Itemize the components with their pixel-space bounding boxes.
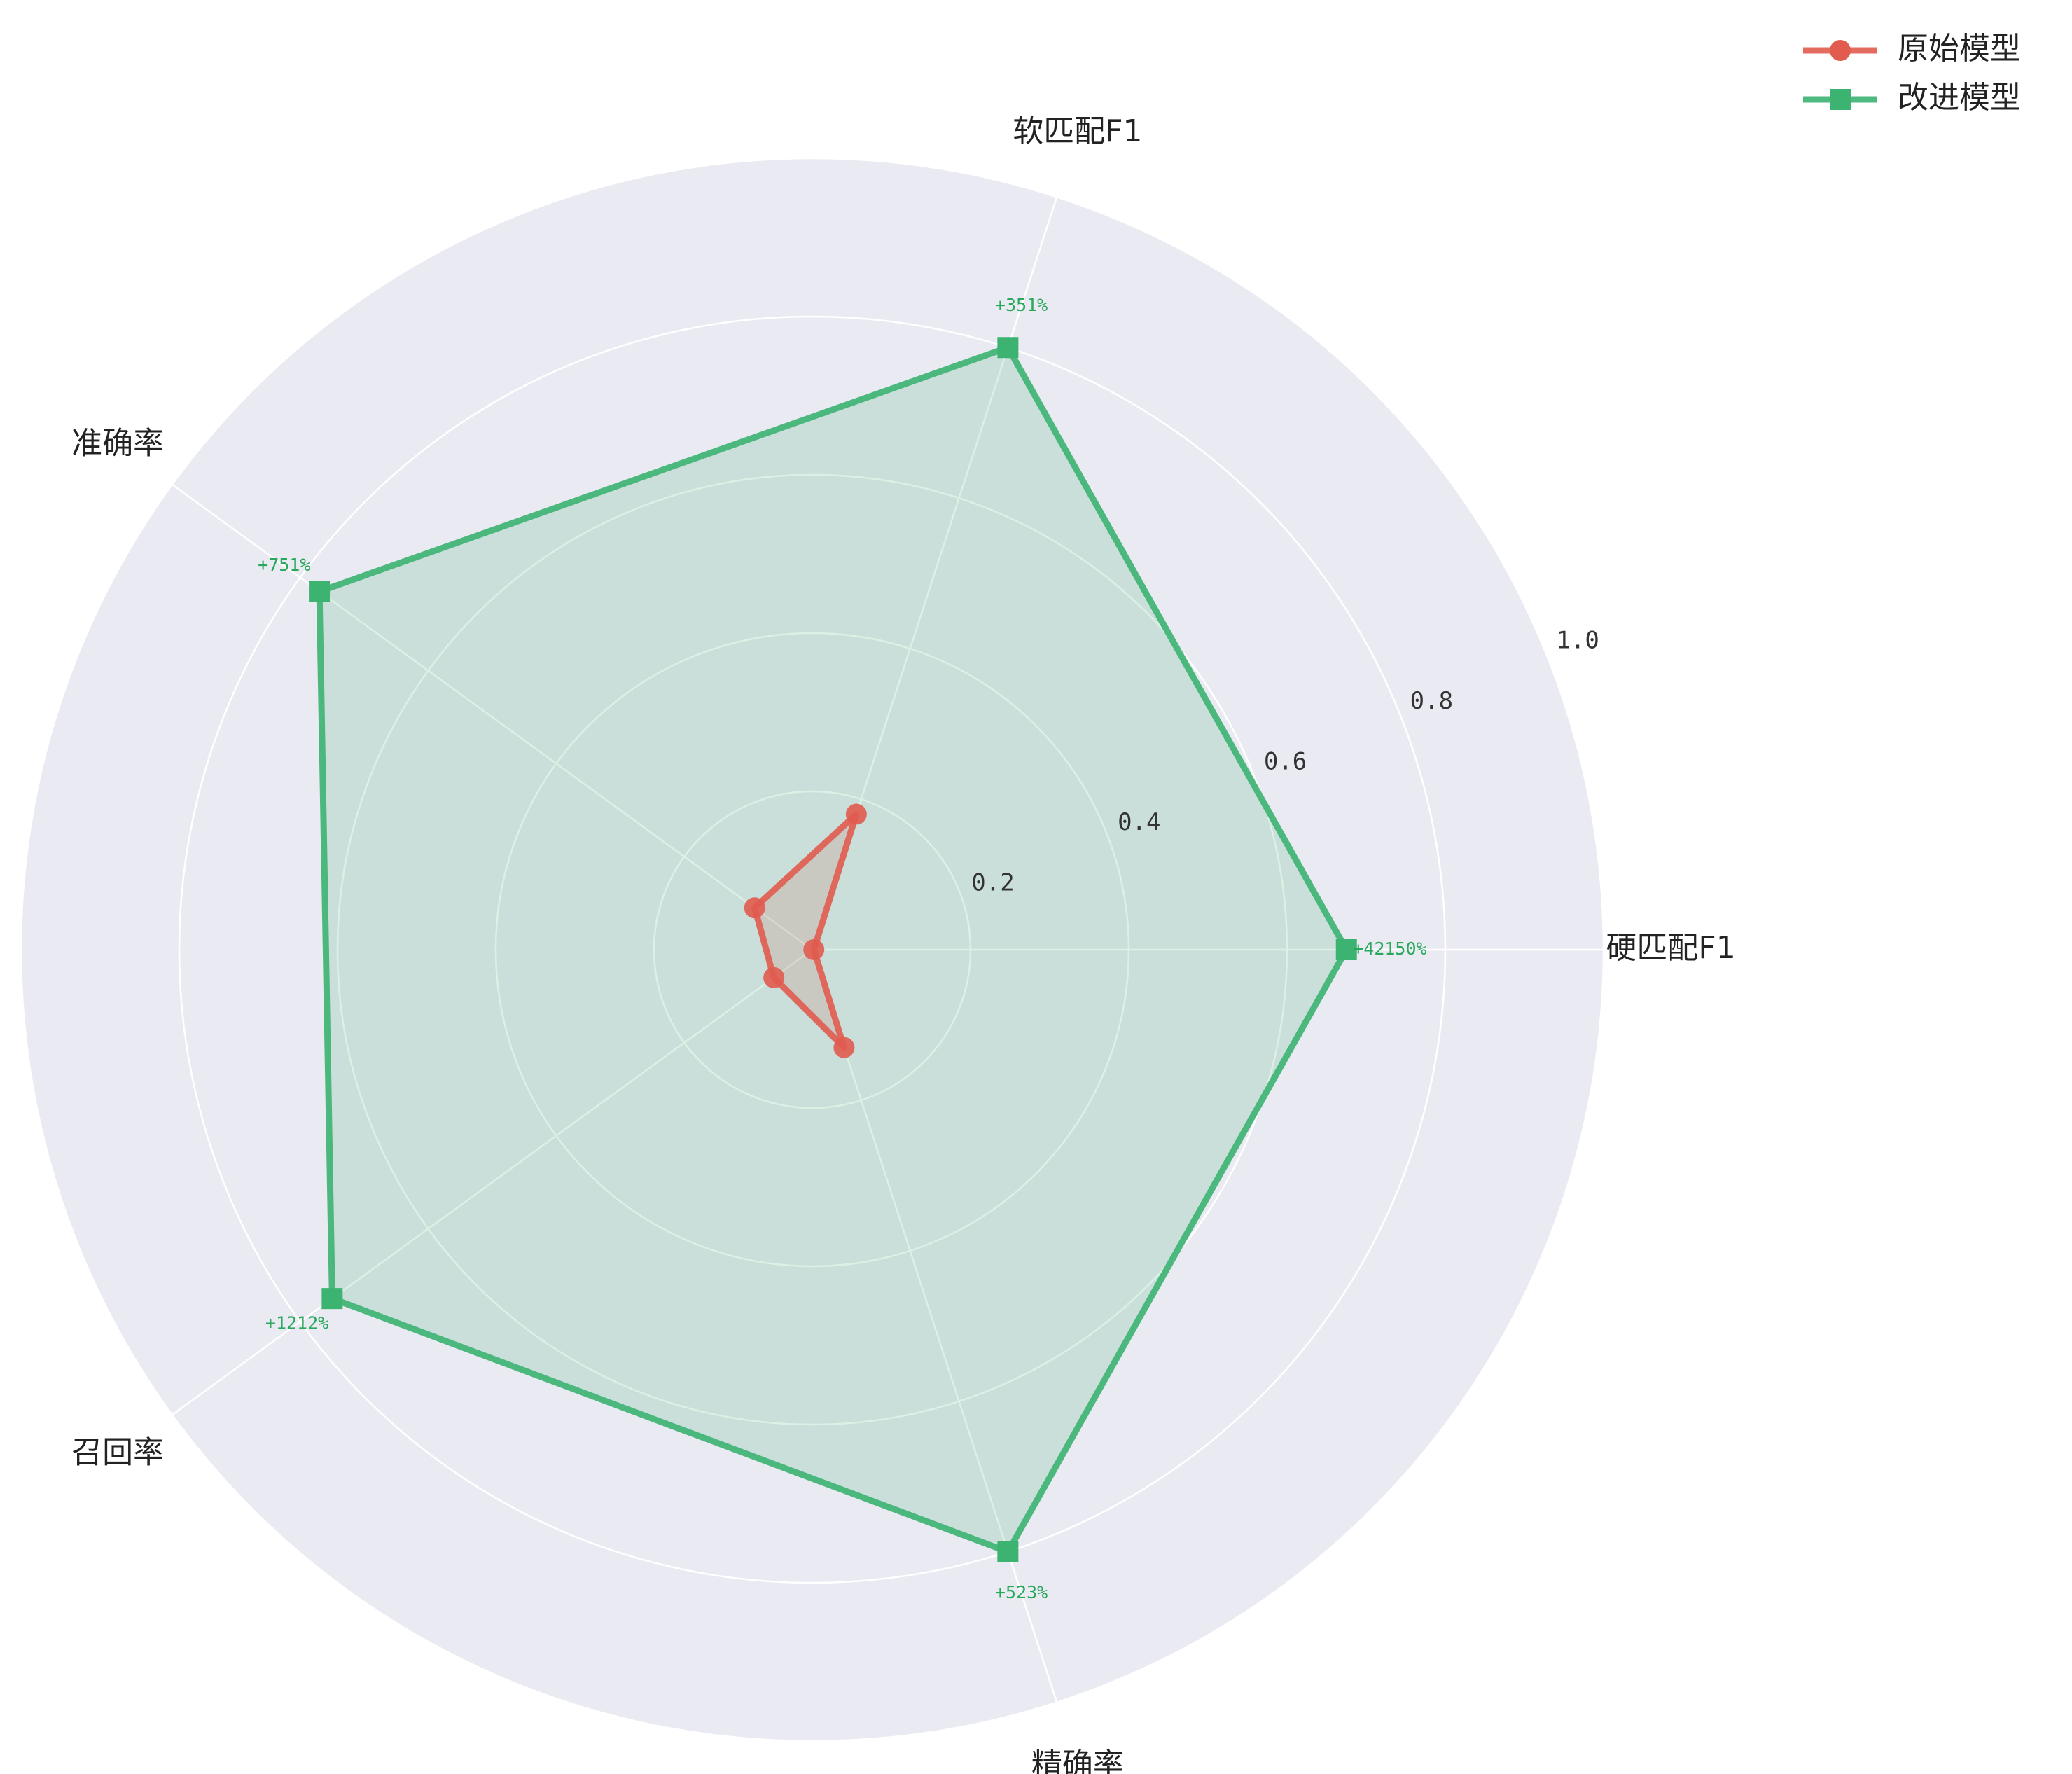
- r-tick-label-0: 0.2: [971, 868, 1014, 896]
- r-tick-label-3: 0.8: [1410, 687, 1453, 715]
- data-point-s0-3: [763, 966, 785, 988]
- series-layer: [309, 337, 1357, 1562]
- series-fill-1: [319, 347, 1347, 1552]
- annotation-3: +1212%: [265, 1313, 328, 1333]
- axis-label-2: 准确率: [71, 425, 164, 461]
- annotation-0: +42150%: [1353, 938, 1426, 959]
- data-point-s0-2: [744, 897, 765, 919]
- r-tick-label-4: 1.0: [1556, 626, 1599, 654]
- legend-label-0: 原始模型: [1898, 31, 2021, 67]
- axis-label-3: 召回率: [71, 1435, 164, 1471]
- annotation-1: +351%: [995, 295, 1048, 315]
- series-fill-0: [754, 814, 856, 1048]
- annotation-2: +751%: [258, 555, 310, 575]
- r-tick-label-2: 0.6: [1264, 747, 1307, 775]
- data-point-s1-0: [1335, 939, 1357, 960]
- grid-lines: [20, 157, 1605, 1742]
- axis-label-0: 硬匹配F1: [1606, 930, 1735, 966]
- axis-label-4: 精确率: [1031, 1747, 1124, 1774]
- data-point-s0-4: [833, 1037, 855, 1058]
- grid-spoke-3: [172, 948, 813, 1416]
- legend-marker-1: [1830, 89, 1851, 110]
- axis-label-1: 软匹配F1: [1013, 113, 1142, 149]
- r-tick-label-1: 0.4: [1118, 808, 1160, 836]
- data-point-s0-1: [845, 803, 867, 825]
- series-line-0: [751, 811, 860, 1051]
- annotation-4: +523%: [995, 1582, 1048, 1602]
- data-point-s1-4: [997, 1541, 1019, 1562]
- data-point-s1-2: [309, 581, 331, 602]
- legend-label-1: 改进模型: [1898, 80, 2021, 116]
- data-point-s1-1: [997, 337, 1019, 359]
- data-point-s1-3: [321, 1288, 343, 1310]
- grid-spoke-2: [172, 483, 813, 951]
- legend-marker-0: [1830, 40, 1851, 61]
- series-lines: [309, 337, 1357, 1562]
- grid-spoke-4: [811, 949, 1058, 1703]
- series-fills: [319, 347, 1347, 1552]
- data-point-s0-0: [803, 939, 825, 960]
- series-line-1: [316, 344, 1350, 1555]
